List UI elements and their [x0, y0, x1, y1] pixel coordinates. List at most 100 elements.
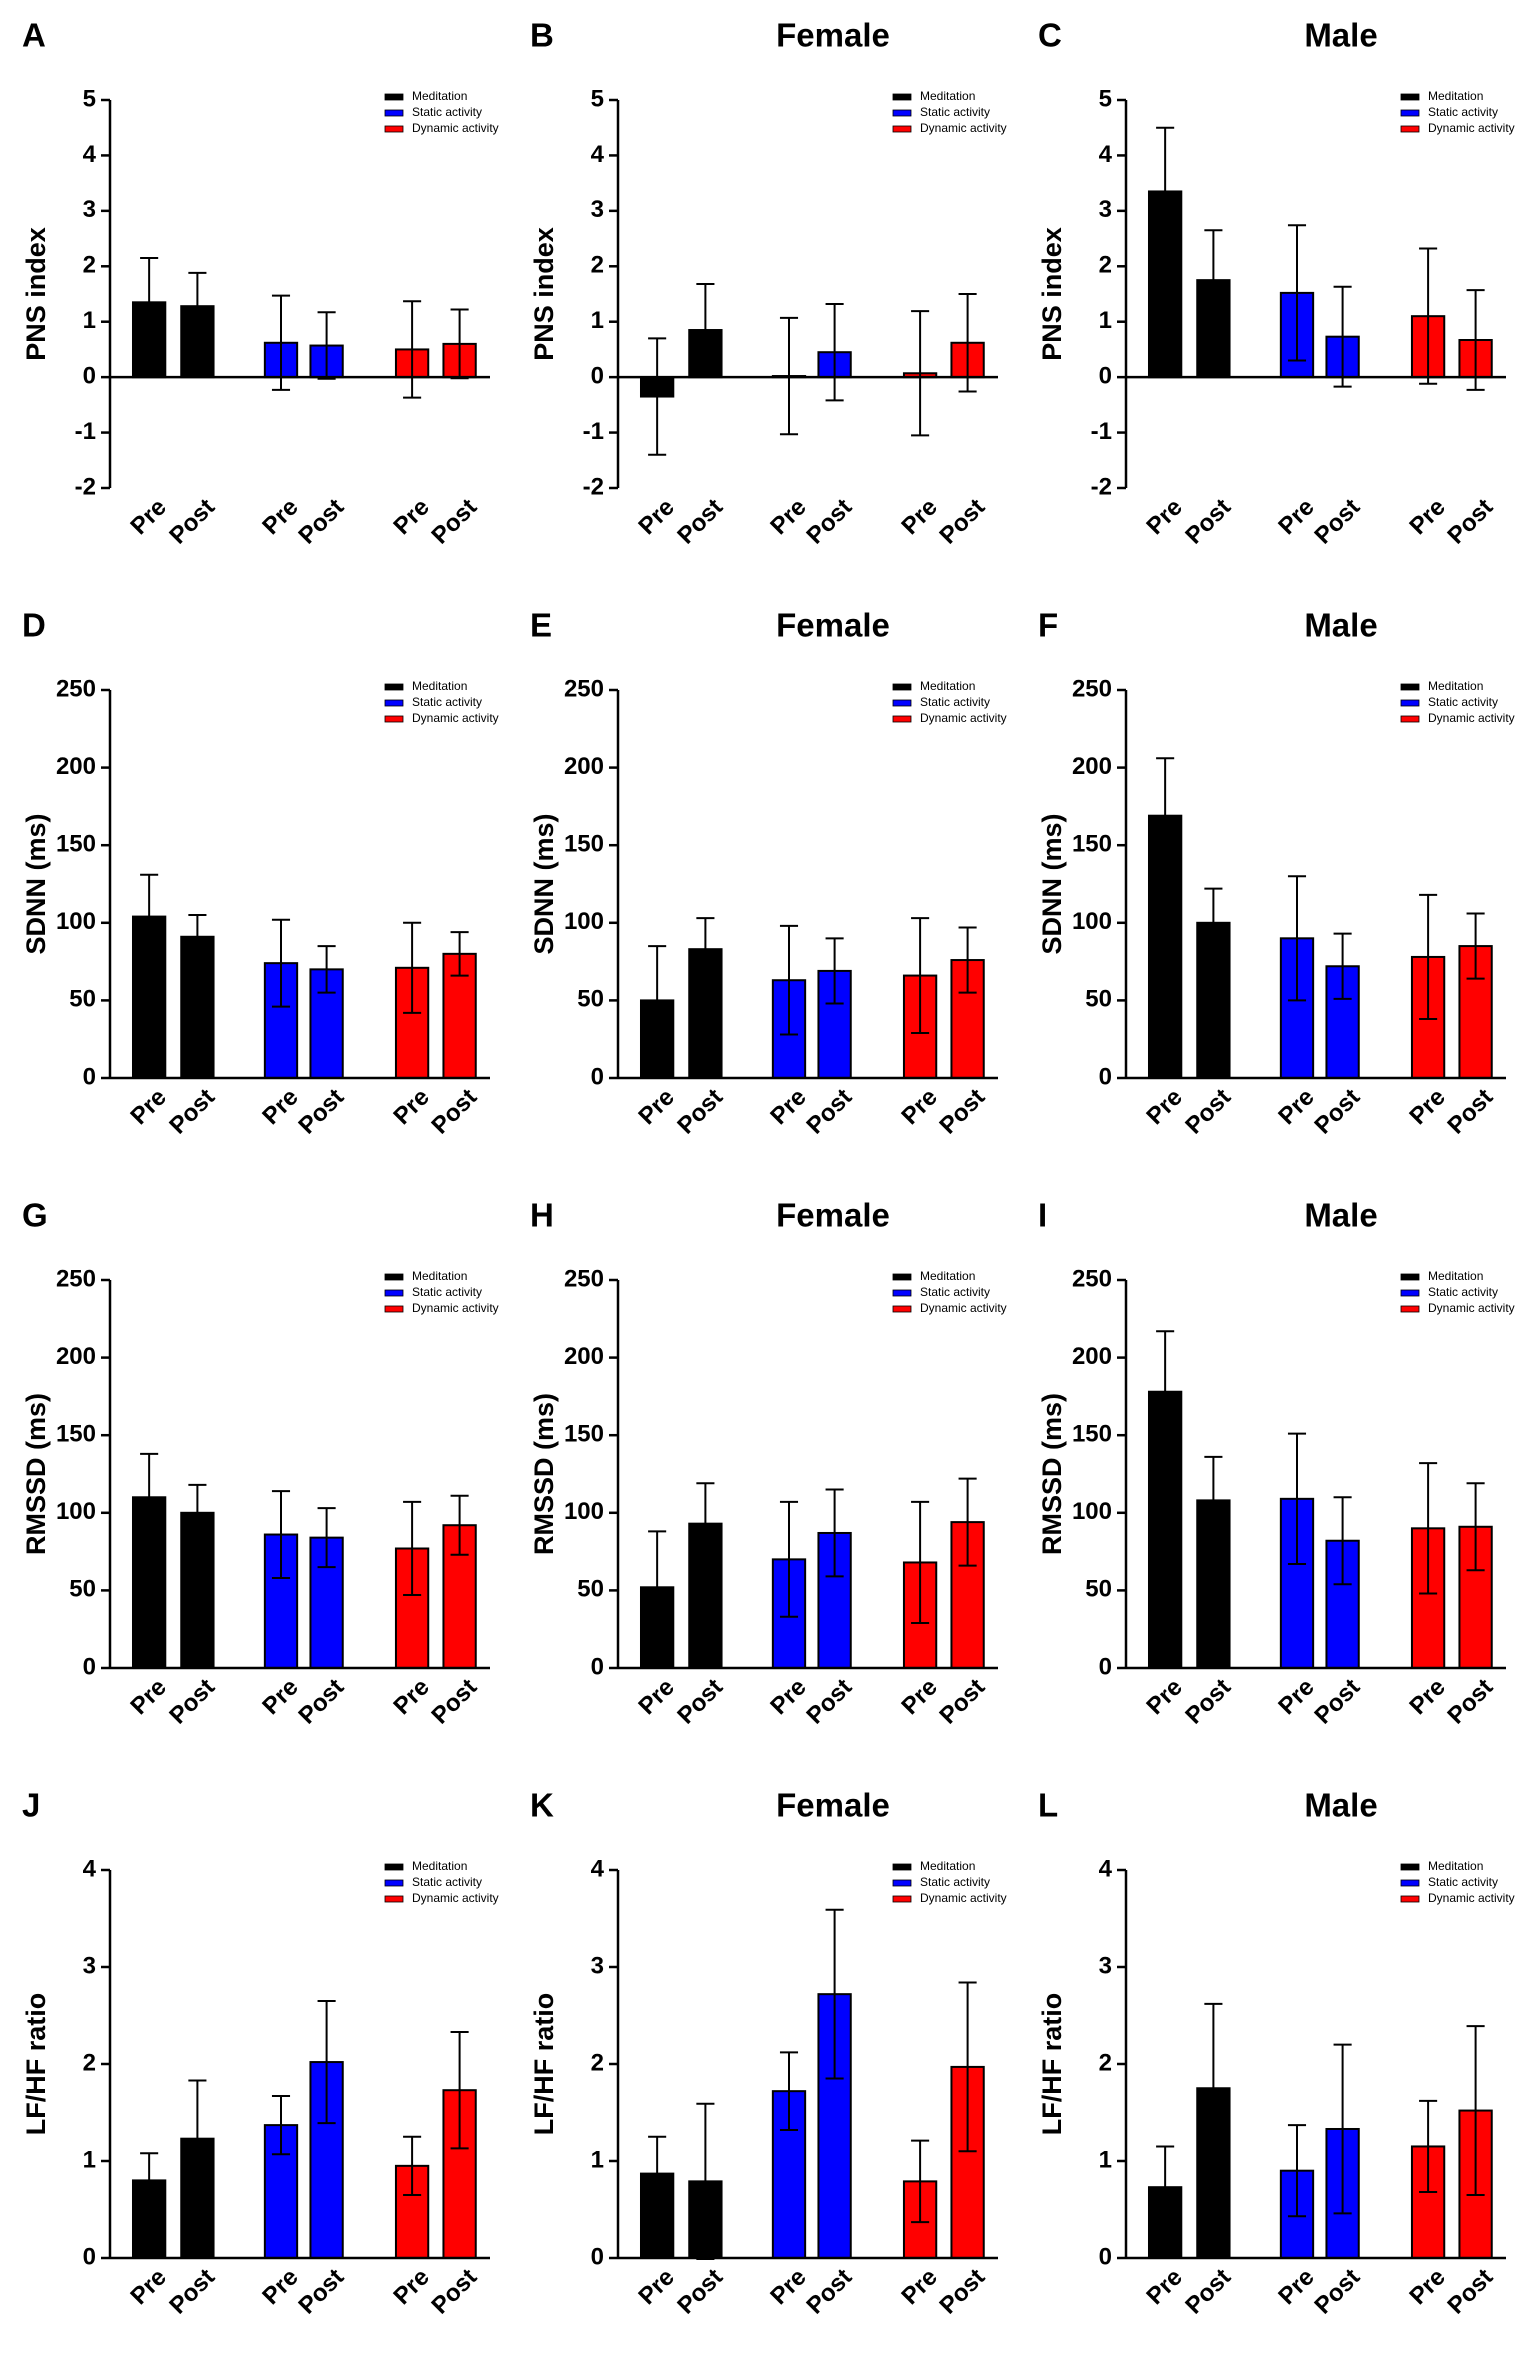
x-tick-label: Pre	[1141, 2264, 1187, 2310]
legend-label: Meditation	[920, 1859, 975, 1873]
legend-swatch	[1400, 93, 1420, 101]
x-tick-label: Pre	[633, 1674, 679, 1720]
y-tick-label: 100	[564, 1498, 604, 1525]
y-tick-label: 0	[1099, 2243, 1112, 2270]
panel-letter: B	[530, 17, 554, 54]
error-bar	[1204, 887, 1223, 958]
y-tick-label: 1	[83, 307, 96, 334]
error-bar	[450, 931, 469, 977]
y-axis-label: RMSSD (ms)	[529, 1393, 559, 1555]
x-tick-label: Post	[426, 494, 482, 550]
x-tick-label: Post	[1180, 2264, 1236, 2320]
y-tick-label: 2	[83, 2049, 96, 2076]
legend-swatch	[384, 109, 404, 117]
y-tick-label: 200	[564, 753, 604, 780]
error-bar	[188, 914, 207, 960]
legend-label: Dynamic activity	[412, 121, 499, 135]
error-bar	[825, 302, 844, 402]
legend-swatch	[1400, 699, 1420, 707]
error-bar	[140, 2152, 159, 2209]
legend-swatch	[384, 1305, 404, 1313]
error-bar	[1204, 1455, 1223, 1545]
x-tick-label: Post	[1309, 1674, 1365, 1730]
error-bar	[450, 1494, 469, 1556]
legend-label: Static activity	[920, 105, 990, 119]
legend-swatch	[892, 1895, 912, 1903]
y-tick-label: 4	[1099, 1855, 1113, 1882]
legend-swatch	[1400, 1273, 1420, 1281]
x-tick-label: Post	[1442, 1674, 1498, 1730]
error-bar	[1287, 1432, 1307, 1566]
error-bar	[696, 917, 715, 982]
y-tick-label: -2	[1091, 473, 1112, 500]
error-bar	[648, 2135, 667, 2212]
legend-swatch	[1400, 683, 1420, 691]
legend-swatch	[892, 699, 912, 707]
legend-label: Meditation	[1428, 1859, 1483, 1873]
panel-letter: I	[1038, 1197, 1047, 1234]
y-axis-label: PNS index	[1037, 227, 1067, 361]
x-tick-label: Pre	[125, 1674, 171, 1720]
x-tick-label: Post	[801, 1674, 857, 1730]
error-bar	[188, 271, 207, 341]
legend-label: Meditation	[412, 679, 467, 693]
error-bar	[403, 300, 422, 399]
error-bar	[317, 1999, 336, 2125]
legend-label: Dynamic activity	[412, 711, 499, 725]
legend-swatch	[892, 109, 912, 117]
error-bar	[271, 1490, 291, 1579]
error-bar	[648, 1530, 667, 1645]
legend-label: Static activity	[1428, 1285, 1498, 1299]
legend-label: Meditation	[412, 89, 467, 103]
error-bar	[450, 2030, 469, 2150]
error-bar	[648, 945, 667, 1056]
x-tick-label: Post	[672, 1084, 728, 1140]
error-bar	[1333, 2043, 1352, 2215]
y-tick-label: 0	[1099, 1653, 1112, 1680]
error-bar	[403, 921, 422, 1014]
error-bar	[648, 337, 667, 456]
panel-title: Female	[776, 1787, 890, 1824]
legend-swatch	[384, 1273, 404, 1281]
legend-label: Static activity	[412, 695, 482, 709]
legend-label: Static activity	[412, 1875, 482, 1889]
y-axis-label: RMSSD (ms)	[1037, 1393, 1067, 1555]
y-tick-label: 3	[591, 196, 604, 223]
y-tick-label: -1	[1091, 418, 1112, 445]
legend-swatch	[384, 699, 404, 707]
error-bar	[1466, 289, 1485, 391]
y-tick-label: 50	[69, 986, 96, 1013]
panel-letter: J	[22, 1787, 40, 1824]
panel-title: Male	[1304, 607, 1377, 644]
x-tick-label: Post	[934, 2264, 990, 2320]
error-bar	[1156, 2145, 1175, 2229]
legend-label: Dynamic activity	[412, 1301, 499, 1315]
panel-letter: L	[1038, 1787, 1058, 1824]
x-tick-label: Post	[1309, 1084, 1365, 1140]
error-bar	[1333, 1496, 1352, 1586]
y-tick-label: 0	[1099, 362, 1112, 389]
error-bar	[1466, 2025, 1485, 2196]
legend-label: Dynamic activity	[1428, 711, 1515, 725]
y-axis-label: RMSSD (ms)	[21, 1393, 51, 1555]
y-tick-label: 0	[83, 2243, 96, 2270]
x-tick-label: Pre	[633, 2264, 679, 2310]
legend-swatch	[892, 1863, 912, 1871]
error-bar	[825, 1908, 844, 2080]
x-tick-label: Post	[293, 1084, 349, 1140]
y-tick-label: 1	[1099, 307, 1112, 334]
y-tick-label: 0	[83, 362, 96, 389]
x-tick-label: Post	[164, 1084, 220, 1140]
y-tick-label: 2	[591, 2049, 604, 2076]
error-bar	[271, 2095, 291, 2156]
y-tick-label: 150	[1072, 1421, 1112, 1448]
y-tick-label: 250	[56, 1265, 96, 1292]
legend-swatch	[1400, 1305, 1420, 1313]
y-tick-label: 50	[69, 1576, 96, 1603]
y-tick-label: 2	[1099, 252, 1112, 279]
x-tick-label: Post	[293, 1674, 349, 1730]
legend-swatch	[892, 93, 912, 101]
error-bar	[1419, 2099, 1438, 2194]
error-bar	[958, 1477, 977, 1567]
error-bar	[140, 256, 159, 348]
